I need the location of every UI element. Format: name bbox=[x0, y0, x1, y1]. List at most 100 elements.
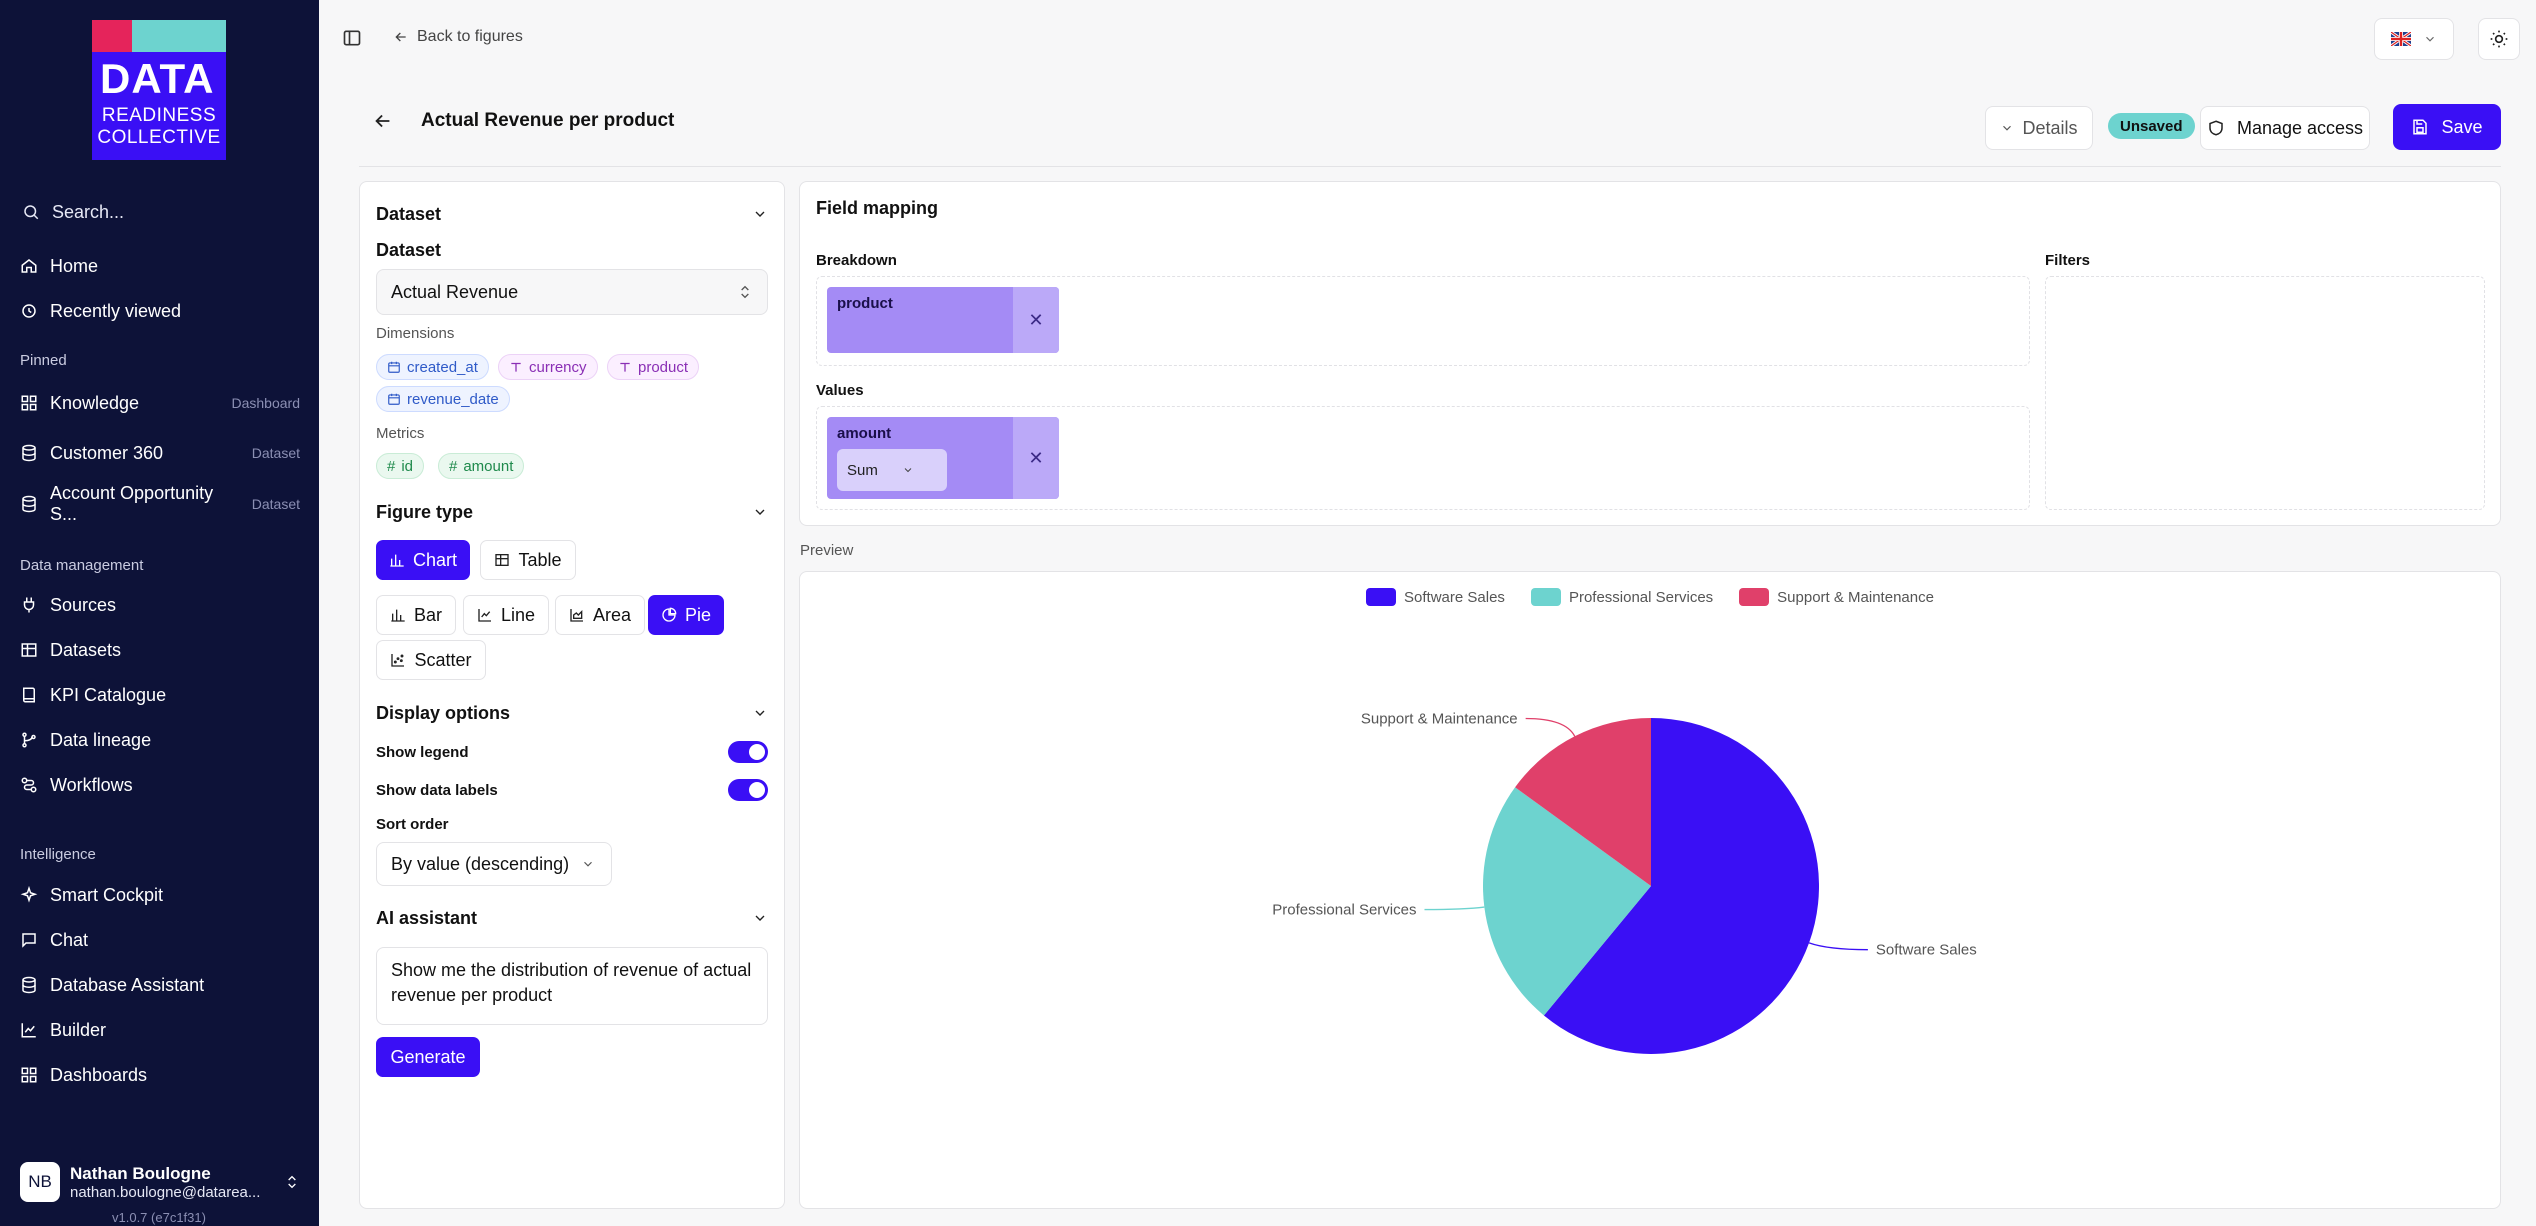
avatar: NB bbox=[20, 1162, 60, 1202]
sidebar-item-label: Chat bbox=[50, 929, 89, 950]
pie-slice[interactable] bbox=[1543, 718, 1819, 1054]
sidebar-item-smart-cockpit[interactable]: Smart Cockpit bbox=[20, 878, 300, 912]
metric-chip-amount[interactable]: # amount bbox=[438, 453, 525, 479]
aggregation-select[interactable]: Sum bbox=[837, 449, 947, 491]
details-button[interactable]: Details bbox=[1985, 106, 2093, 150]
details-label: Details bbox=[2022, 117, 2078, 138]
table-icon bbox=[495, 554, 510, 566]
calendar-icon bbox=[388, 361, 400, 373]
sidebar-item-label: Workflows bbox=[50, 774, 133, 795]
sidebar-item-database-assistant[interactable]: Database Assistant bbox=[20, 968, 300, 1002]
sidebar-item-data-lineage[interactable]: Data lineage bbox=[20, 723, 300, 757]
sidebar-item-account-opportunity[interactable]: Account Opportunity S... Dataset bbox=[20, 483, 300, 524]
sidebar-toggle-button[interactable] bbox=[342, 28, 362, 53]
app-version: v1.0.7 (e7c1f31) bbox=[112, 1210, 206, 1225]
sun-icon bbox=[2490, 30, 2508, 48]
language-select[interactable] bbox=[2374, 18, 2454, 60]
history-icon bbox=[20, 302, 38, 320]
dimension-label: currency bbox=[529, 358, 587, 376]
dimension-label: created_at bbox=[407, 358, 478, 376]
show-data-labels-toggle[interactable] bbox=[728, 779, 768, 801]
metric-chip-id[interactable]: # id bbox=[376, 453, 425, 479]
figure-kind-label: Table bbox=[518, 549, 562, 570]
sidebar-item-home[interactable]: Home bbox=[20, 249, 300, 283]
manage-access-button[interactable]: Manage access bbox=[2200, 106, 2370, 150]
sidebar-item-dashboards[interactable]: Dashboards bbox=[20, 1058, 300, 1092]
dimension-chip-product[interactable]: product bbox=[607, 354, 700, 380]
sidebar-item-label: Account Opportunity S... bbox=[50, 483, 214, 524]
sidebar-item-label: Home bbox=[50, 255, 99, 276]
value-field-pill[interactable]: amount Sum ✕ bbox=[827, 417, 1059, 499]
sidebar-item-recently-viewed[interactable]: Recently viewed bbox=[20, 294, 300, 328]
sidebar-item-kpi-catalogue[interactable]: KPI Catalogue bbox=[20, 678, 300, 712]
sidebar-item-workflows[interactable]: Workflows bbox=[20, 768, 300, 802]
show-legend-toggle[interactable] bbox=[728, 741, 768, 763]
ai-prompt-text: Show me the distribution of revenue of a… bbox=[391, 960, 752, 1005]
user-name: Nathan Boulogne bbox=[70, 1163, 211, 1183]
chevron-down-icon[interactable] bbox=[752, 705, 768, 721]
sidebar-item-sources[interactable]: Sources bbox=[20, 588, 300, 622]
data-label: Software Sales bbox=[1876, 942, 1977, 959]
chevron-down-icon[interactable] bbox=[752, 206, 768, 222]
sidebar-item-customer-360[interactable]: Customer 360 Dataset bbox=[20, 436, 300, 470]
sidebar-item-chat[interactable]: Chat bbox=[20, 923, 300, 957]
database-icon bbox=[20, 495, 38, 513]
user-menu[interactable]: NB Nathan Boulogne nathan.boulogne@datar… bbox=[20, 1160, 300, 1204]
save-button[interactable]: Save bbox=[2393, 104, 2501, 150]
dimension-chip-currency[interactable]: currency bbox=[498, 354, 598, 380]
chevron-down-icon[interactable] bbox=[752, 910, 768, 926]
figure-kind-table-button[interactable]: Table bbox=[480, 540, 576, 580]
breakdown-field-pill[interactable]: product ✕ bbox=[827, 287, 1059, 353]
chart-type-pie-button[interactable]: Pie bbox=[648, 595, 724, 635]
dimension-chip-created-at[interactable]: created_at bbox=[376, 354, 489, 380]
sidebar-item-knowledge[interactable]: Knowledge Dashboard bbox=[20, 386, 300, 420]
brand-logo[interactable]: DATA READINESS COLLECTIVE bbox=[92, 20, 226, 160]
back-to-figures-link[interactable]: Back to figures bbox=[393, 28, 523, 46]
show-data-labels-label: Show data labels bbox=[376, 781, 498, 799]
ai-prompt-textarea[interactable]: Show me the distribution of revenue of a… bbox=[376, 947, 768, 1025]
chart-type-scatter-button[interactable]: Scatter bbox=[376, 640, 486, 680]
sidebar-item-label: Sources bbox=[50, 594, 117, 615]
chart-type-label: Bar bbox=[413, 604, 442, 625]
figure-kind-chart-button[interactable]: Chart bbox=[376, 540, 470, 580]
section-intelligence: Intelligence bbox=[20, 846, 96, 863]
dimension-chip-revenue-date[interactable]: revenue_date bbox=[376, 386, 510, 412]
legend-item[interactable]: Support & Maintenance bbox=[1739, 588, 1934, 606]
text-type-icon bbox=[620, 362, 630, 372]
dataset-select[interactable]: Actual Revenue bbox=[376, 269, 768, 315]
values-dropzone[interactable]: amount Sum ✕ bbox=[816, 406, 2030, 510]
pie-slice[interactable] bbox=[1515, 718, 1651, 886]
dataset-value: Actual Revenue bbox=[391, 281, 519, 302]
chevron-down-icon[interactable] bbox=[752, 504, 768, 520]
chart-type-bar-button[interactable]: Bar bbox=[376, 595, 456, 635]
hash-icon: # bbox=[387, 457, 396, 475]
breakdown-dropzone[interactable]: product ✕ bbox=[816, 276, 2030, 366]
dimensions-label: Dimensions bbox=[376, 325, 455, 342]
remove-value-button[interactable]: ✕ bbox=[1013, 417, 1059, 499]
sidebar-item-label: Data lineage bbox=[50, 729, 152, 750]
plug-icon bbox=[20, 596, 38, 614]
ai-assistant-section-title: AI assistant bbox=[376, 908, 478, 928]
sort-order-select[interactable]: By value (descending) bbox=[376, 842, 612, 886]
legend-item[interactable]: Professional Services bbox=[1530, 588, 1713, 606]
chart-icon bbox=[20, 1021, 38, 1039]
value-field-name: amount bbox=[837, 425, 892, 442]
sidebar-search[interactable]: Search... bbox=[22, 198, 292, 226]
chart-legend: Software Sales Professional Services Suppo… bbox=[800, 588, 2500, 606]
chart-type-area-button[interactable]: Area bbox=[555, 595, 645, 635]
data-label: Support & Maintenance bbox=[1361, 710, 1518, 727]
arrow-left-icon bbox=[395, 32, 406, 42]
panel-left-icon bbox=[343, 30, 361, 46]
legend-item[interactable]: Software Sales bbox=[1366, 588, 1505, 606]
filters-dropzone[interactable] bbox=[2045, 276, 2485, 510]
sidebar-item-datasets[interactable]: Datasets bbox=[20, 633, 300, 667]
theme-toggle-button[interactable] bbox=[2478, 18, 2520, 60]
sidebar-item-tag: Dataset bbox=[251, 445, 300, 461]
pie-slice[interactable] bbox=[1483, 787, 1651, 1016]
chart-type-line-button[interactable]: Line bbox=[463, 595, 549, 635]
header-back-button[interactable] bbox=[372, 110, 394, 137]
generate-button[interactable]: Generate bbox=[376, 1037, 480, 1077]
sidebar-item-builder[interactable]: Builder bbox=[20, 1013, 300, 1047]
remove-breakdown-button[interactable]: ✕ bbox=[1013, 287, 1059, 353]
search-icon bbox=[24, 205, 39, 220]
